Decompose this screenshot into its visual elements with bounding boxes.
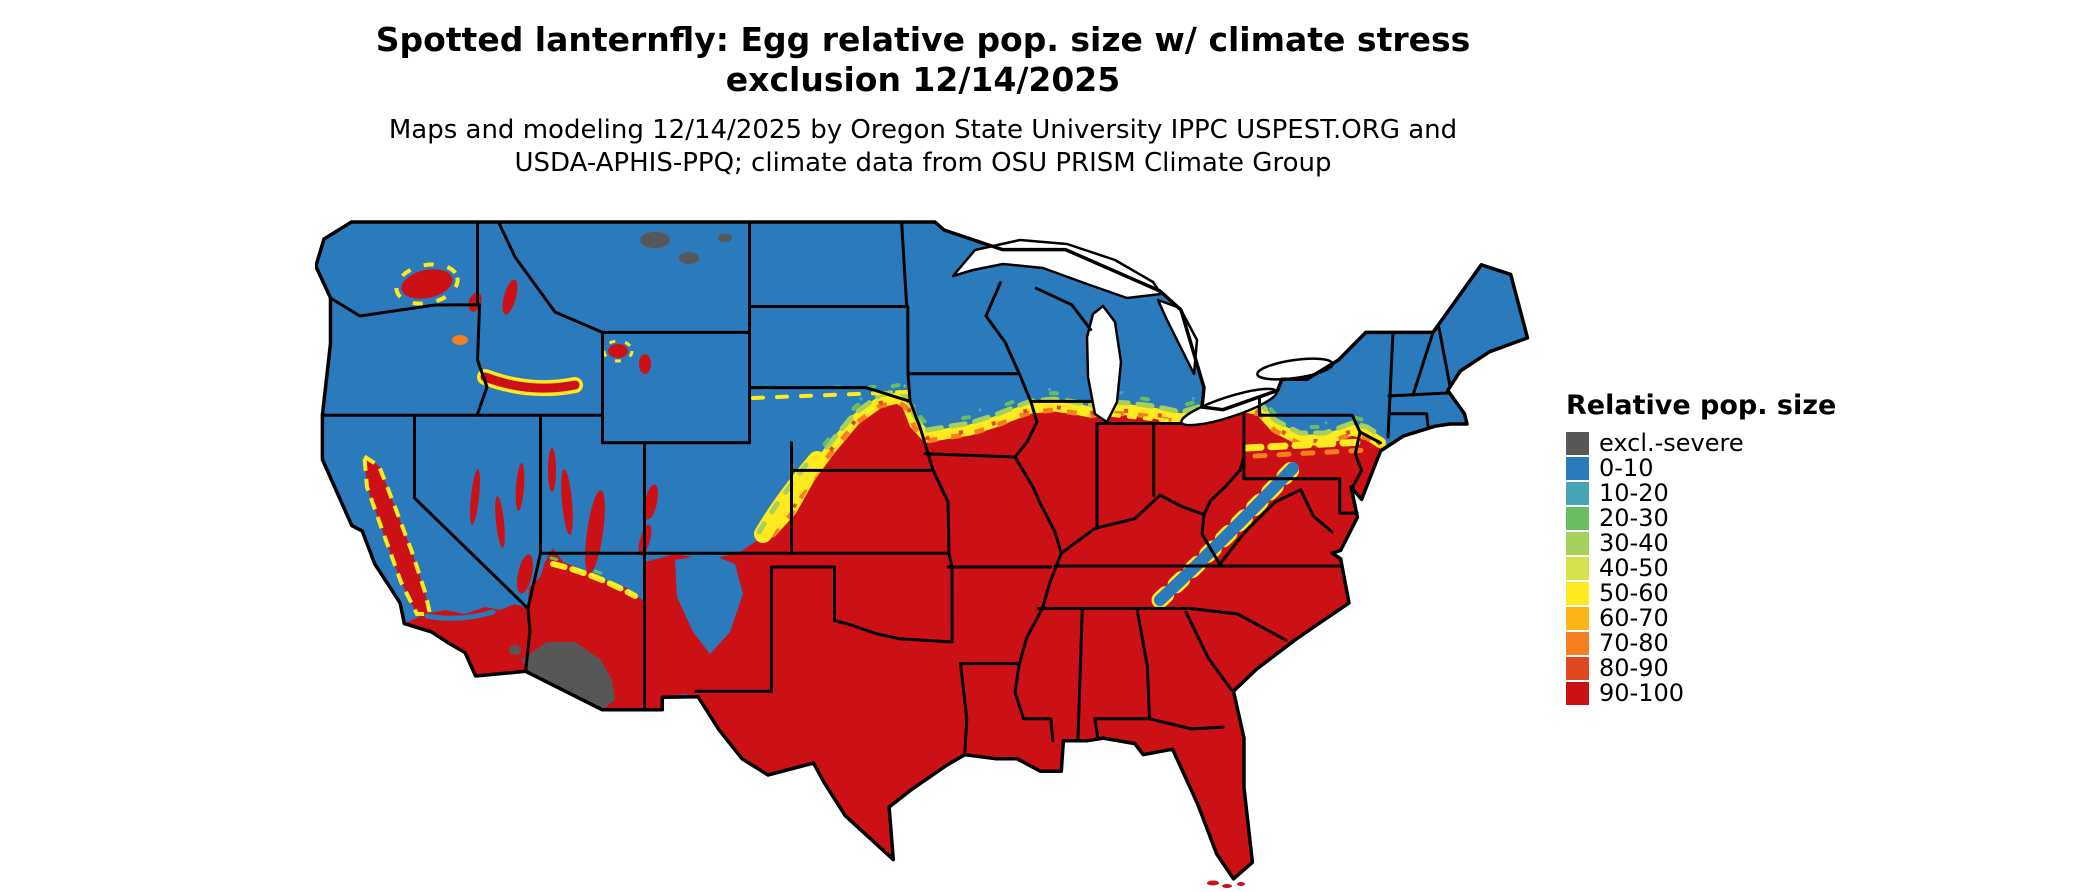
florida-keys-3 <box>1237 882 1245 886</box>
legend-swatch <box>1566 657 1589 680</box>
legend-entry: 90-100 <box>1566 681 1836 706</box>
high-blob-bighorn <box>639 354 651 374</box>
legend-swatch <box>1566 607 1589 630</box>
legend-label: 60-70 <box>1599 604 1669 632</box>
exclusion-blob-mt1 <box>640 232 670 248</box>
legend-swatch <box>1566 482 1589 505</box>
high-blob-yellowstone <box>608 344 628 358</box>
climate-zones <box>355 231 1403 879</box>
legend-swatch <box>1566 582 1589 605</box>
legend-entry: 60-70 <box>1566 606 1836 631</box>
subtitle: Maps and modeling 12/14/2025 by Oregon S… <box>315 114 1531 180</box>
legend-label: 30-40 <box>1599 529 1669 557</box>
exclusion-zone-arizona <box>521 642 615 710</box>
legend-entries: excl.-severe 0-10 10-20 20-30 30-40 40-50 50-6… <box>1566 431 1836 706</box>
header: Spotted lanternfly: Egg relative pop. si… <box>315 20 1531 180</box>
low-zone-socal-mountains <box>424 609 496 621</box>
orange-blob-ne-oregon <box>452 335 468 345</box>
legend-label: 50-60 <box>1599 579 1669 607</box>
legend-label: 10-20 <box>1599 479 1669 507</box>
transition-nebraska-panhandle <box>754 451 826 543</box>
high-streak-ut3 <box>548 448 556 492</box>
state-boundaries <box>320 220 1452 757</box>
exclusion-blob-mt2 <box>679 252 699 264</box>
transition-nebraska-green <box>756 457 813 535</box>
legend-label: 0-10 <box>1599 454 1654 482</box>
legend-entry: 0-10 <box>1566 456 1836 481</box>
legend-label: 80-90 <box>1599 654 1669 682</box>
subtitle-line1: Maps and modeling 12/14/2025 by Oregon S… <box>388 115 1458 145</box>
transition-mogollon-rim <box>550 561 638 599</box>
legend: Relative pop. size excl.-severe 0-10 10-20… <box>1566 390 1836 706</box>
legend-swatch <box>1566 557 1589 580</box>
legend-label: 70-80 <box>1599 629 1669 657</box>
florida-keys-1 <box>1207 880 1219 886</box>
legend-label: excl.-severe <box>1599 429 1744 457</box>
high-streak-vegas <box>516 554 534 594</box>
high-streak-nv2 <box>495 496 505 548</box>
high-snake-plain <box>480 372 580 393</box>
exclusion-blob-mt3 <box>718 234 732 242</box>
florida-keys-2 <box>1222 884 1232 888</box>
legend-entry: 30-40 <box>1566 531 1836 556</box>
legend-label: 20-30 <box>1599 504 1669 532</box>
us-map <box>315 220 1530 888</box>
page-title-line2: exclusion 12/14/2025 <box>725 60 1121 99</box>
legend-entry: 50-60 <box>1566 581 1836 606</box>
legend-label: 90-100 <box>1599 679 1685 707</box>
legend-entry: 40-50 <box>1566 556 1836 581</box>
legend-entry: 10-20 <box>1566 481 1836 506</box>
us-outline <box>315 220 1530 881</box>
transition-michigan-thumb <box>1111 413 1173 423</box>
legend-swatch <box>1566 457 1589 480</box>
page-title-line1: Spotted lanternfly: Egg relative pop. si… <box>375 20 1471 59</box>
legend-swatch <box>1566 507 1589 530</box>
high-streak-nv3 <box>515 463 525 511</box>
high-streak-grand-junction <box>644 484 658 520</box>
transition-pennsylvania-orange <box>1252 447 1370 459</box>
high-streak-ut2 <box>561 469 573 535</box>
transition-ring-columbia <box>394 262 460 306</box>
legend-entry: excl.-severe <box>1566 431 1836 456</box>
legend-swatch <box>1566 432 1589 455</box>
subtitle-line2: USDA-APHIS-PPQ; climate data from OSU PR… <box>514 148 1332 178</box>
legend-entry: 80-90 <box>1566 656 1836 681</box>
legend-entry: 20-30 <box>1566 506 1836 531</box>
high-pop-zone-south <box>645 398 1381 879</box>
legend-swatch <box>1566 682 1589 705</box>
high-blob-mt-valley <box>502 279 518 315</box>
high-blob-columbia-basin <box>401 269 453 299</box>
lake-michigan <box>1085 304 1123 424</box>
legend-entry: 70-80 <box>1566 631 1836 656</box>
legend-label: 40-50 <box>1599 554 1669 582</box>
transition-pennsylvania <box>1243 438 1367 452</box>
high-streak-nv1 <box>470 469 480 525</box>
exclusion-blob-ca-river <box>509 645 521 655</box>
legend-swatch <box>1566 632 1589 655</box>
legend-swatch <box>1566 532 1589 555</box>
legend-title: Relative pop. size <box>1566 390 1837 421</box>
low-zone-nm-mountains <box>675 554 743 654</box>
